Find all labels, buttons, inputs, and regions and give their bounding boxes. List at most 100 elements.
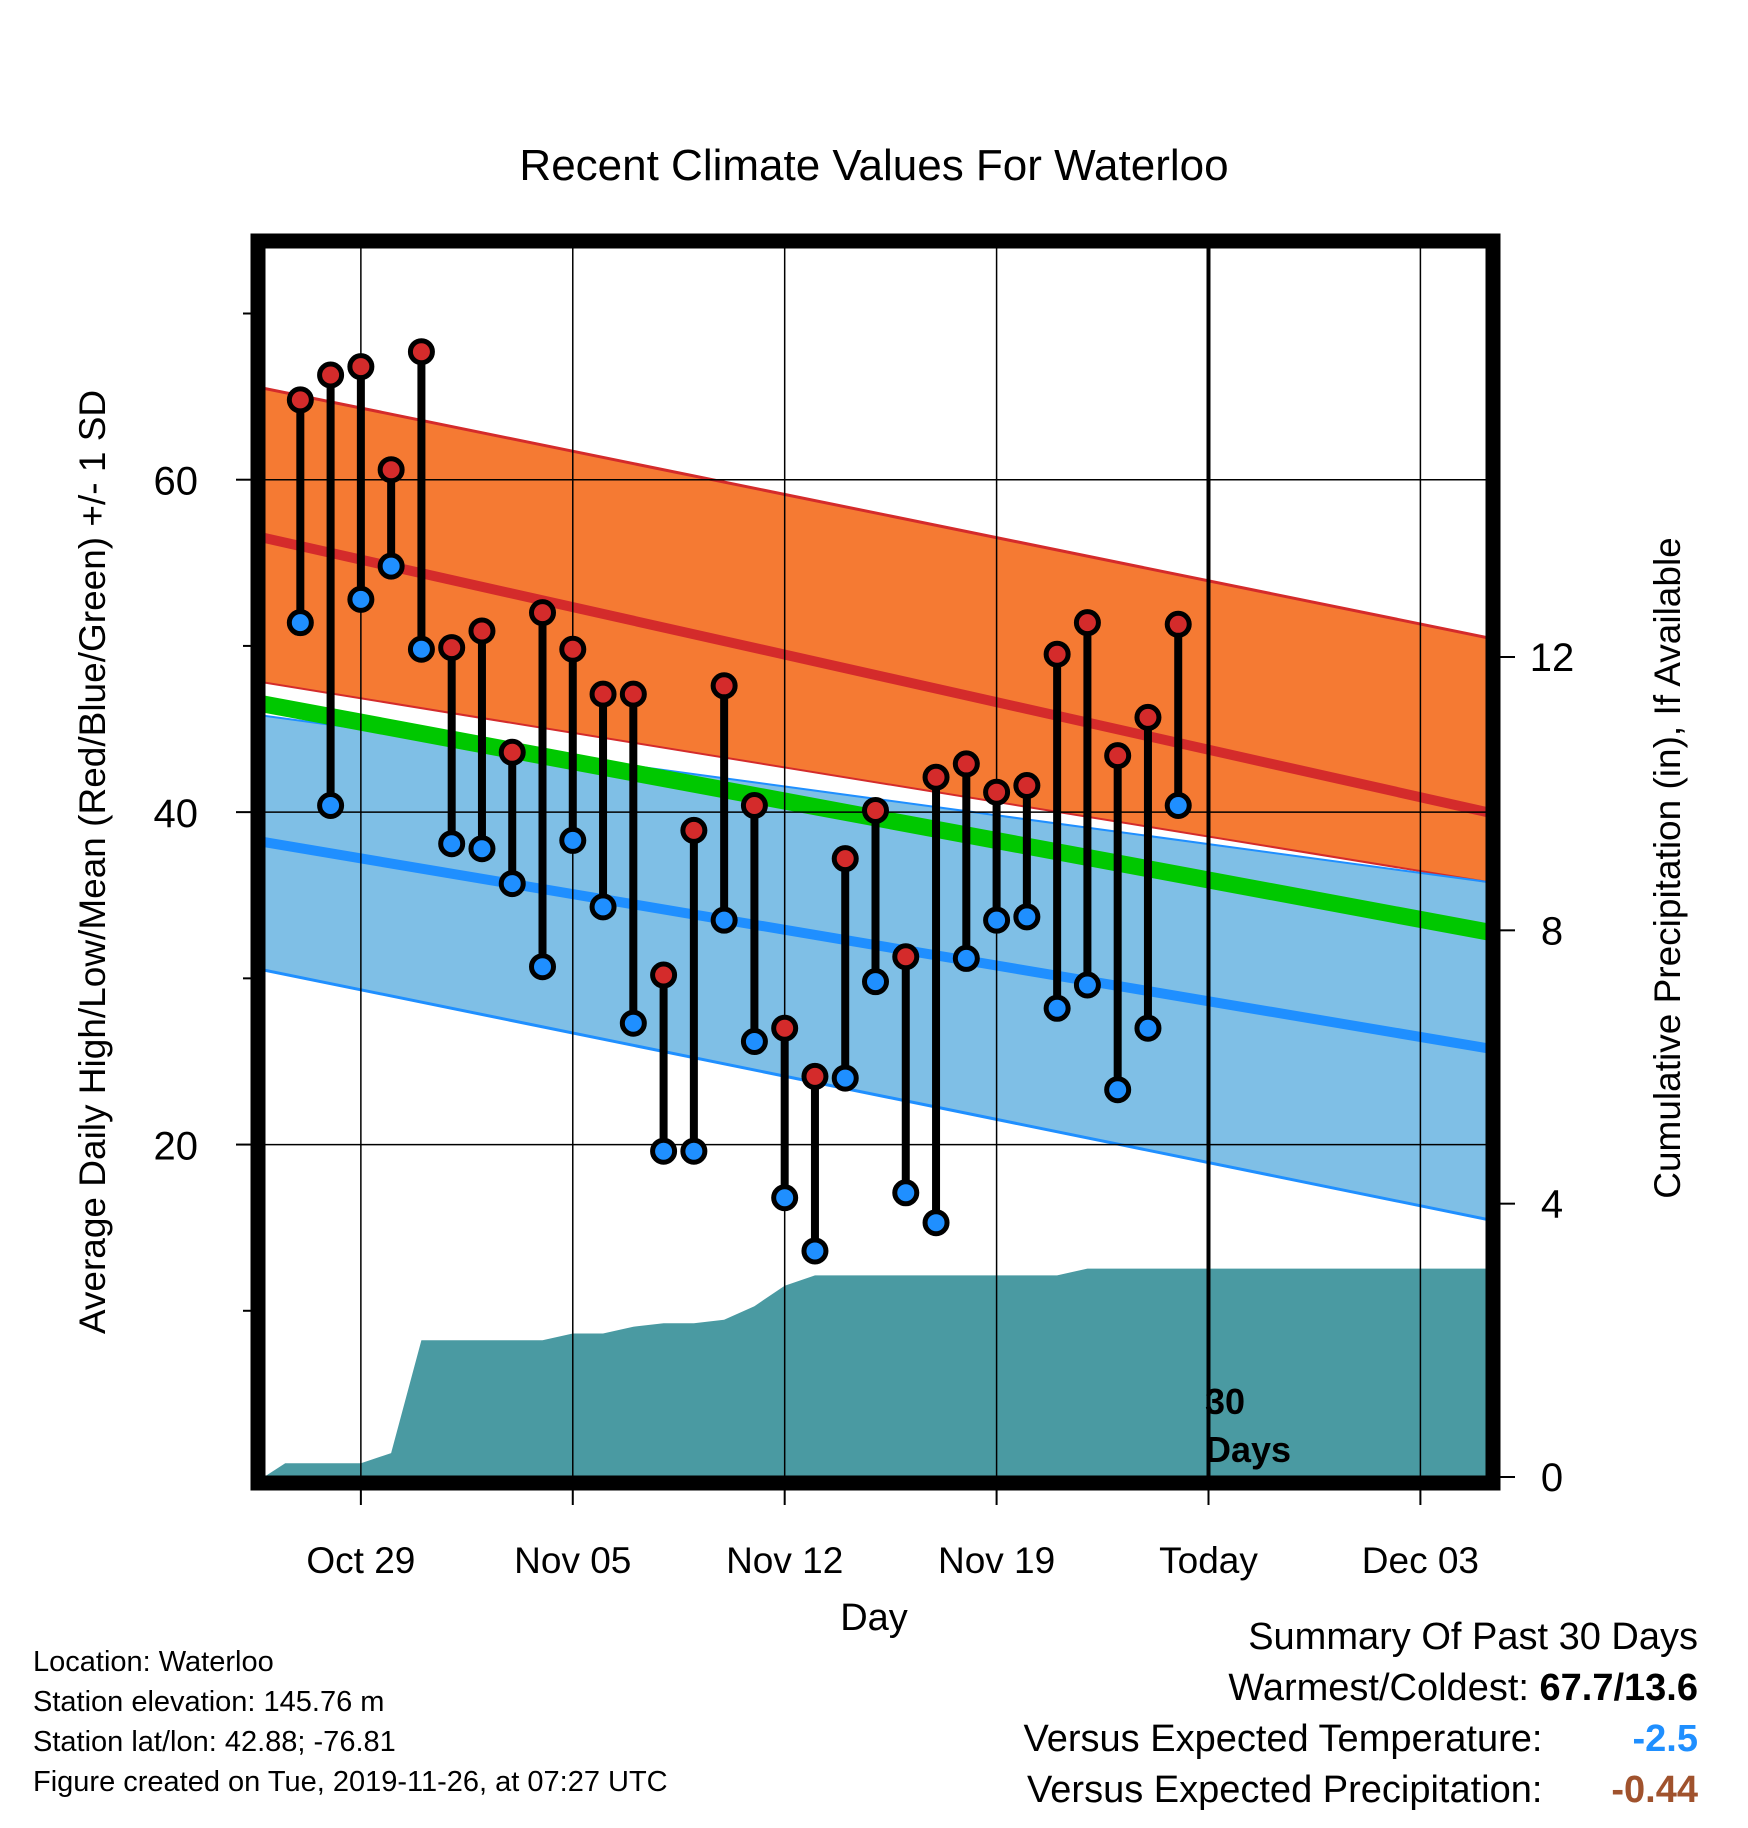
location-text: Location: Waterloo <box>33 1646 274 1678</box>
warmest-coldest-value: 67.7/13.6 <box>1539 1667 1698 1709</box>
daily-high-point <box>1043 640 1071 668</box>
daily-high-point <box>680 816 708 844</box>
daily-low-point <box>498 870 526 898</box>
daily-low-point <box>1134 1014 1162 1042</box>
daily-high-point <box>498 738 526 766</box>
daily-markers <box>286 338 1192 1265</box>
y2-tick-label: 0 <box>1541 1456 1563 1500</box>
daily-high-point <box>438 634 466 662</box>
high-upper-sd-line <box>264 386 1487 640</box>
daily-low-point <box>1073 971 1101 999</box>
daily-low-point <box>1043 994 1071 1022</box>
daily-low-point <box>650 1137 678 1165</box>
axes: 20 40 60 0 4 8 12 Oct 29 Nov 05 Nov 12 Nov 19 Today… <box>154 312 1575 1581</box>
created-text: Figure created on Tue, 2019-11-26, at 07… <box>33 1766 668 1798</box>
y2-axis-label: Cumulative Precipitation (in), If Availa… <box>1647 537 1688 1199</box>
daily-low-point <box>619 1009 647 1037</box>
daily-high-point <box>407 338 435 366</box>
daily-low-point <box>710 906 738 934</box>
daily-high-point <box>1164 610 1192 638</box>
today-days-count: 30 <box>1205 1381 1245 1422</box>
y-tick-label: 40 <box>154 792 199 836</box>
x-tick-label: Nov 12 <box>726 1540 843 1581</box>
summary-precip: Versus Expected Precipitation: -0.44 <box>1024 1765 1698 1816</box>
y-tick-label: 20 <box>154 1125 199 1169</box>
summary-title: Summary Of Past 30 Days <box>1248 1616 1698 1658</box>
daily-high-point <box>1013 772 1041 800</box>
daily-high-point <box>831 845 859 873</box>
daily-high-point <box>468 617 496 645</box>
daily-low-point <box>1164 791 1192 819</box>
latlon-text: Station lat/lon: 42.88; -76.81 <box>33 1726 396 1758</box>
daily-low-point <box>952 944 980 972</box>
daily-high-point <box>1134 703 1162 731</box>
daily-high-point <box>801 1062 829 1090</box>
daily-high-point <box>983 778 1011 806</box>
daily-low-point <box>468 835 496 863</box>
daily-high-point <box>317 361 345 389</box>
x-tick-label: Oct 29 <box>306 1540 415 1581</box>
x-tick-label: Nov 05 <box>514 1540 631 1581</box>
daily-low-point <box>983 906 1011 934</box>
daily-high-point <box>589 680 617 708</box>
daily-low-point <box>438 830 466 858</box>
y2-tick-label: 12 <box>1530 636 1575 680</box>
normal-high-line <box>264 532 1487 818</box>
today-days-word: Days <box>1205 1429 1291 1470</box>
daily-low-point <box>407 635 435 663</box>
daily-low-point <box>801 1237 829 1265</box>
y-axis-label: Average Daily High/Low/Mean (Red/Blue/Gr… <box>72 390 113 1334</box>
precipitation-area <box>264 1268 1487 1477</box>
daily-low-point <box>831 1064 859 1092</box>
plot-frame <box>250 233 1501 1491</box>
daily-low-point <box>559 826 587 854</box>
daily-high-point <box>286 386 314 414</box>
station-info: Location: Waterloo Station elevation: 14… <box>33 1642 668 1802</box>
daily-high-point <box>559 635 587 663</box>
daily-low-point <box>347 585 375 613</box>
daily-high-point <box>771 1014 799 1042</box>
x-tick-label: Dec 03 <box>1362 1540 1479 1581</box>
x-axis-label: Day <box>840 1597 908 1639</box>
daily-high-point <box>922 763 950 791</box>
y2-tick-label: 8 <box>1541 909 1563 953</box>
daily-high-point <box>952 750 980 778</box>
daily-low-point <box>892 1179 920 1207</box>
daily-high-point <box>1073 609 1101 637</box>
elevation-text: Station elevation: 145.76 m <box>33 1686 385 1718</box>
y-tick-label: 60 <box>154 460 199 504</box>
daily-low-point <box>680 1137 708 1165</box>
daily-low-point <box>286 609 314 637</box>
daily-low-point <box>589 893 617 921</box>
chart-title: Recent Climate Values For Waterloo <box>519 141 1228 190</box>
y2-tick-label: 4 <box>1541 1183 1563 1227</box>
x-tick-label: Nov 19 <box>938 1540 1055 1581</box>
low-lower-sd-line <box>264 968 1487 1221</box>
summary-panel: Summary Of Past 30 Days Warmest/Coldest:… <box>1024 1612 1698 1816</box>
daily-high-point <box>740 791 768 819</box>
daily-high-point <box>377 456 405 484</box>
warmest-coldest-label: Warmest/Coldest: <box>1228 1667 1529 1709</box>
daily-low-point <box>922 1209 950 1237</box>
daily-high-point <box>529 599 557 627</box>
daily-low-point <box>771 1184 799 1212</box>
daily-low-point <box>740 1028 768 1056</box>
daily-low-point <box>377 552 405 580</box>
daily-low-point <box>1104 1076 1132 1104</box>
precip-departure-value: -0.44 <box>1611 1769 1698 1811</box>
high-lower-sd-line <box>264 681 1487 883</box>
temp-departure-value: -2.5 <box>1632 1718 1698 1760</box>
daily-high-point <box>862 796 889 824</box>
precip-departure-label: Versus Expected Precipitation: <box>1027 1769 1543 1811</box>
summary-warmest-coldest: Warmest/Coldest: 67.7/13.6 <box>1024 1663 1698 1714</box>
temp-departure-label: Versus Expected Temperature: <box>1023 1718 1543 1760</box>
summary-temp: Versus Expected Temperature: -2.5 <box>1024 1714 1698 1765</box>
x-tick-label: Today <box>1159 1540 1258 1581</box>
daily-low-point <box>317 791 345 819</box>
daily-low-point <box>529 953 557 981</box>
daily-high-point <box>619 680 647 708</box>
daily-low-point <box>1013 903 1041 931</box>
daily-low-point <box>862 968 889 996</box>
daily-high-point <box>710 672 738 700</box>
